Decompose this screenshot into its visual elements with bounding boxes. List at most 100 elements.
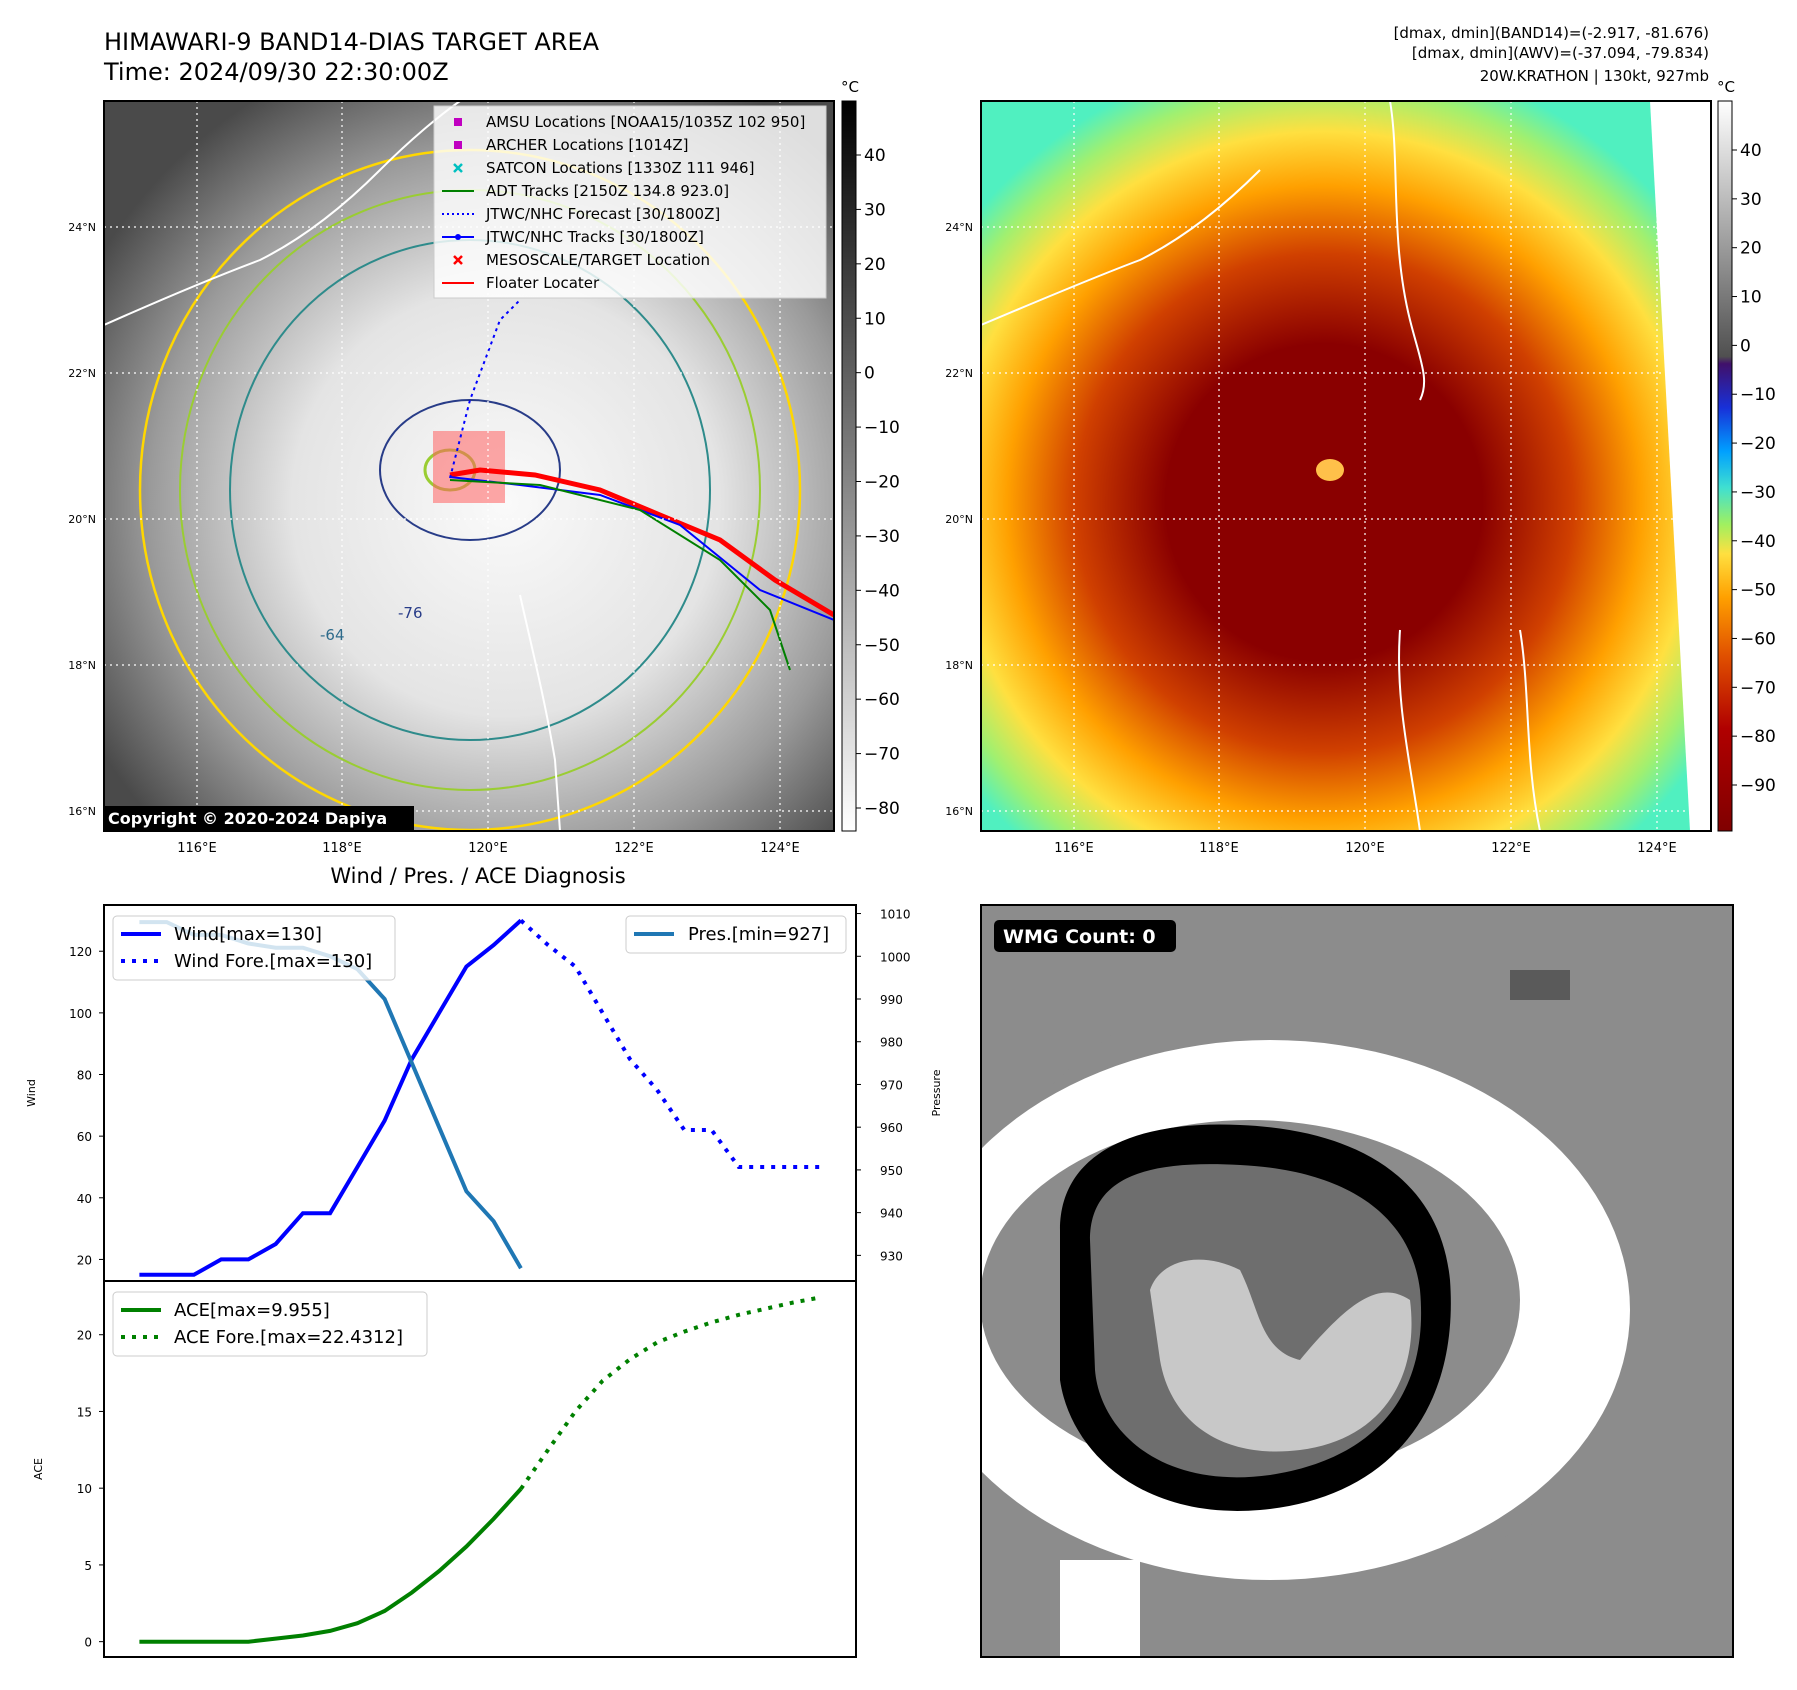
awv-colorbar-tick-label: −10 [1740, 385, 1776, 405]
awv-colorbar-tick-label: −60 [1740, 629, 1776, 649]
figure-title: HIMAWARI-9 BAND14-DIAS TARGET AREA [104, 28, 600, 56]
ir-colorbar-bar [841, 100, 857, 832]
target-area-box [433, 431, 505, 503]
awv-colorbar-tick-label: 40 [1740, 141, 1762, 161]
awv-colorbar-tick-label: −70 [1740, 678, 1776, 698]
contour-label-2: -76 [398, 604, 423, 622]
ace-tick-label: 10 [77, 1482, 92, 1496]
ace-tick-label: 0 [84, 1636, 92, 1650]
wind-tick-label: 40 [77, 1192, 92, 1206]
ir-lat-label: 18°N [68, 659, 96, 672]
wmg-panel: WMG Count: 0 [910, 904, 1734, 1658]
wind-legend-box [112, 915, 396, 981]
legend-label: JTWC/NHC Forecast [30/1800Z] [485, 205, 720, 223]
wind-line [139, 918, 523, 1277]
diagnosis-title: Wind / Pres. / ACE Diagnosis [330, 864, 625, 888]
wind-tick-label: 100 [69, 1007, 92, 1021]
awv-lon-label: 122°E [1491, 841, 1531, 856]
ir-colorbar-tick-label: 10 [864, 309, 886, 329]
coastline-china [104, 101, 461, 326]
awv-lat-label: 16°N [945, 805, 973, 818]
copyright-box [104, 806, 414, 831]
wmg-eye-region [1150, 1259, 1412, 1452]
ir-colorbar-tick-label: 30 [864, 200, 886, 220]
info-dmax-awv: [dmax, dmin](AWV)=(-37.094, -79.834) [1412, 44, 1709, 62]
wind-tick-label: 120 [69, 945, 92, 959]
awv-lat-label: 18°N [945, 659, 973, 672]
ace-forecast-legend-label: ACE Fore.[max=22.4312] [174, 1327, 403, 1348]
pressure-legend-box [625, 915, 847, 954]
ir-colorbar-tick-label: −50 [864, 636, 900, 656]
ir-lat-label: 16°N [68, 805, 96, 818]
pressure-tick-label: 1000 [880, 950, 911, 964]
wind-forecast-line [519, 918, 821, 1169]
wind-forecast-legend-label: Wind Fore.[max=130] [174, 951, 372, 972]
legend-label: ARCHER Locations [1014Z] [486, 136, 689, 154]
awv-eye [1316, 459, 1344, 481]
coastline-china-right [981, 169, 1261, 326]
map-legend: AMSU Locations [NOAA15/1035Z 102 950] ARC… [433, 105, 827, 299]
ir-colorbar-tick-label: −40 [864, 581, 900, 601]
awv-colorbar-tick-label: 10 [1740, 288, 1762, 308]
pressure-tick-label: 950 [880, 1164, 903, 1178]
legend-marker-dot [455, 234, 461, 240]
ir-colorbar-tick-label: −20 [864, 473, 900, 493]
ir-lon-label: 118°E [322, 841, 362, 856]
coastline-luzon [519, 594, 561, 831]
pressure-tick-label: 980 [880, 1036, 903, 1050]
ace-tick-label: 20 [77, 1329, 92, 1343]
awv-lat-label: 20°N [945, 513, 973, 526]
ir-colorbar-tick-label: −80 [864, 799, 900, 819]
ir-lat-labels: 24°N 22°N 20°N 18°N 16°N [68, 221, 96, 818]
awv-colorbar-tick-label: −50 [1740, 581, 1776, 601]
contour-navy [379, 399, 561, 541]
coastline-taiwan [1389, 101, 1426, 401]
pressure-tick-label: 940 [880, 1207, 903, 1221]
legend-label: MESOSCALE/TARGET Location [486, 251, 710, 269]
awv-colorbar-tick-label: −80 [1740, 727, 1776, 747]
wmg-count-badge [994, 920, 1176, 952]
awv-lat-labels: 24°N 22°N 20°N 18°N 16°N [945, 221, 973, 818]
ace-chart: ACE 0 5 10 15 20 ACE[max=9.955] ACE Fore.[max… [32, 1280, 857, 1658]
adt-track [449, 479, 791, 671]
wmg-frame [980, 904, 1734, 1658]
ace-tick-label: 15 [77, 1405, 92, 1419]
ir-colorbar: °C 40 30 20 10 0 −10 −20 −30 −40 −50 −60 −70 −80 [841, 78, 900, 832]
ir-colorbar-tick-label: −10 [864, 418, 900, 438]
awv-cloud-field [981, 101, 1711, 831]
legend-label: ADT Tracks [2150Z 134.8 923.0] [486, 182, 729, 200]
awv-colorbar-tick-label: 30 [1740, 190, 1762, 210]
legend-label: SATCON Locations [1330Z 111 946] [486, 159, 754, 177]
ir-lat-label: 24°N [68, 221, 96, 234]
wind-tick-label: 60 [77, 1130, 92, 1144]
pressure-tick-label: 990 [880, 993, 903, 1007]
wind-legend-label: Wind[max=130] [174, 924, 322, 945]
copyright-text: Copyright © 2020-2024 Dapiya [108, 809, 387, 828]
legend-label: Floater Locater [486, 274, 600, 292]
pressure-axis-label: Pressure [930, 1069, 943, 1116]
coastline-luzon-right [1398, 629, 1541, 831]
ir-lon-label: 120°E [468, 841, 508, 856]
ir-colorbar-tick-label: 0 [864, 364, 875, 384]
wind-tick-label: 80 [77, 1069, 92, 1083]
ace-line [139, 1487, 523, 1644]
ace-forecast-line [519, 1295, 821, 1491]
awv-colorbar-tick-label: 0 [1740, 336, 1751, 356]
awv-lon-label: 124°E [1637, 841, 1677, 856]
contour-label-1: -64 [320, 626, 345, 644]
awv-map-panel: 24°N 22°N 20°N 18°N 16°N 116°E 118°E 120°E 122°… [945, 100, 1712, 856]
wind-tick-label: 20 [77, 1253, 92, 1267]
pressure-legend-label: Pres.[min=927] [688, 924, 829, 945]
ace-legend-box [112, 1291, 428, 1357]
awv-colorbar-tick-label: −30 [1740, 483, 1776, 503]
awv-lon-label: 120°E [1345, 841, 1385, 856]
awv-colorbar-tick-label: −20 [1740, 434, 1776, 454]
wmg-gray-region [981, 905, 1300, 1180]
awv-map-frame [980, 100, 1712, 832]
awv-lon-label: 118°E [1199, 841, 1239, 856]
wmg-count-text: WMG Count: 0 [1003, 926, 1156, 948]
pressure-tick-label: 960 [880, 1121, 903, 1135]
ir-lat-label: 22°N [68, 367, 96, 380]
ir-colorbar-tick-label: −70 [864, 745, 900, 765]
